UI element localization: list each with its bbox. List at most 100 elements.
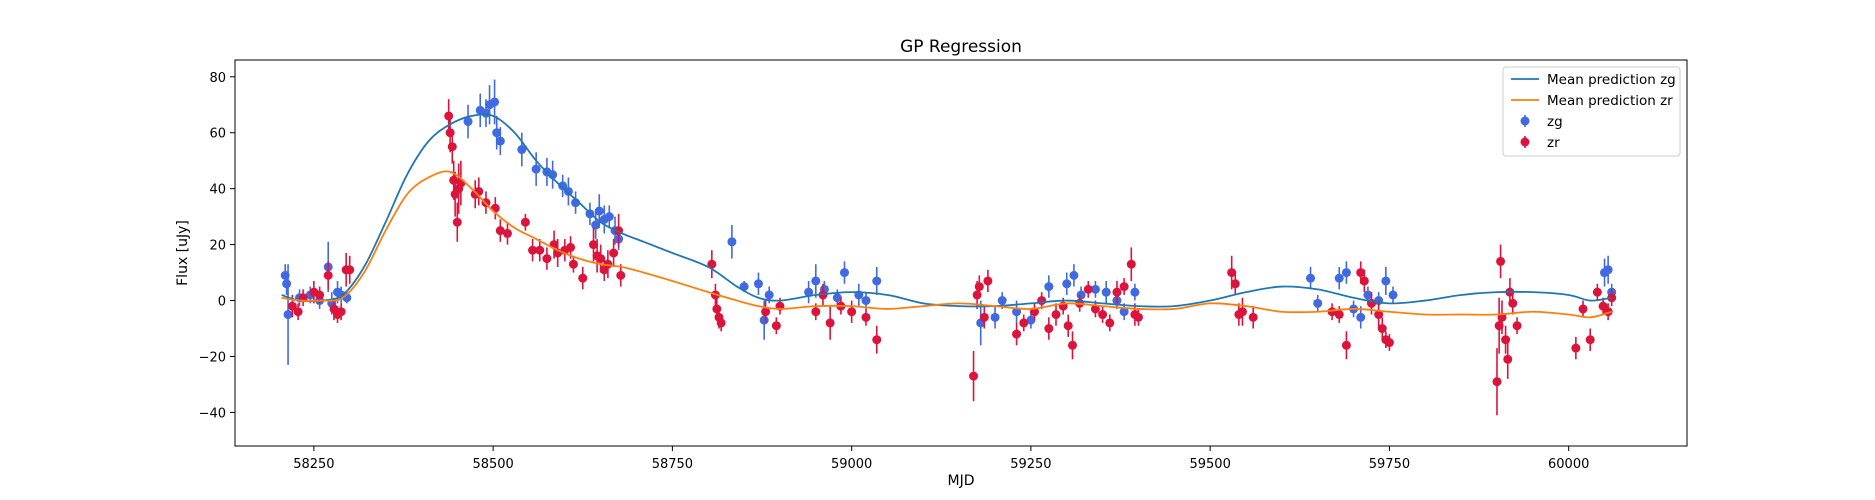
point-zg-62	[1341, 268, 1351, 278]
point-zg-44	[872, 276, 882, 286]
point-zr-71	[1067, 340, 1077, 350]
point-zr-63	[1012, 329, 1022, 339]
x-tick-label-58500: 58500	[472, 457, 513, 472]
point-zr-10	[345, 265, 355, 275]
point-zr-27	[535, 245, 545, 255]
point-zr-1	[293, 307, 303, 317]
point-zr-32	[566, 242, 576, 252]
point-zg-15	[490, 97, 500, 107]
point-zr-28	[542, 254, 552, 264]
point-zg-46	[990, 312, 1000, 322]
y-tick-label--20: −20	[199, 350, 226, 365]
point-zg-51	[1062, 279, 1072, 289]
plot-frame	[234, 59, 1688, 447]
point-zg-53	[1076, 290, 1086, 300]
point-zr-78	[1119, 282, 1129, 292]
point-zr-68	[1051, 310, 1061, 320]
point-zg-35	[759, 315, 769, 325]
point-zg-65	[1363, 290, 1373, 300]
point-zr-49	[771, 321, 781, 331]
point-zg-54	[1090, 284, 1100, 294]
point-zr-83	[1230, 279, 1240, 289]
point-zr-4	[315, 290, 325, 300]
x-tick-label-59750: 59750	[1369, 457, 1410, 472]
point-zr-23	[495, 226, 505, 236]
legend-label-mean-prediction-zg: Mean prediction zg	[1547, 72, 1676, 88]
y-tick-label-0: 0	[218, 295, 226, 310]
x-tick-label-60000: 60000	[1548, 457, 1589, 472]
x-tick-label-58750: 58750	[652, 457, 693, 472]
point-zr-81	[1133, 312, 1143, 322]
y-tick-label--40: −40	[199, 406, 226, 421]
point-zg-70	[1603, 265, 1613, 275]
point-zr-107	[1578, 304, 1588, 314]
x-tick-label-59500: 59500	[1189, 457, 1230, 472]
point-zr-22	[490, 203, 500, 213]
point-zr-0	[287, 301, 297, 311]
point-zr-62	[983, 276, 993, 286]
line-mean-prediction-zg	[281, 113, 1612, 308]
point-zr-66	[1037, 296, 1047, 306]
point-zr-56	[861, 312, 871, 322]
legend: Mean prediction zg Mean prediction zr zg zr	[1502, 66, 1681, 157]
point-zg-18	[517, 145, 527, 155]
point-zr-18	[456, 178, 466, 188]
point-zr-94	[1377, 324, 1387, 334]
point-zr-40	[609, 248, 619, 258]
point-zg-40	[832, 293, 842, 303]
point-zg-27	[594, 206, 604, 216]
point-zr-8	[336, 307, 346, 317]
legend-label-zr: zr	[1547, 135, 1560, 151]
point-zr-85	[1237, 307, 1247, 317]
point-zr-67	[1044, 324, 1054, 334]
point-zr-101	[1501, 335, 1511, 345]
point-zg-38	[811, 276, 821, 286]
point-zg-52	[1069, 270, 1079, 280]
point-zg-67	[1381, 276, 1391, 286]
point-zr-91	[1359, 276, 1369, 286]
point-zr-93	[1374, 310, 1384, 320]
point-zr-33	[568, 259, 578, 269]
point-zr-70	[1063, 321, 1073, 331]
point-zr-57	[872, 335, 882, 345]
point-zr-106	[1571, 343, 1581, 353]
point-zr-24	[502, 228, 512, 238]
point-zg-34	[753, 279, 763, 289]
point-zg-37	[804, 287, 814, 297]
point-zr-109	[1592, 287, 1602, 297]
point-zg-17	[495, 136, 505, 146]
point-zr-77	[1112, 287, 1122, 297]
series-zg	[280, 79, 1617, 365]
point-zr-104	[1508, 298, 1518, 308]
point-zr-34	[578, 273, 588, 283]
point-zr-76	[1105, 318, 1115, 328]
point-zg-2	[283, 310, 293, 320]
point-zr-79	[1126, 259, 1136, 269]
point-zr-61	[979, 312, 989, 322]
point-zr-89	[1341, 340, 1351, 350]
y-tick-label-60: 60	[209, 127, 226, 142]
point-zg-59	[1306, 273, 1316, 283]
point-zr-16	[452, 217, 462, 227]
point-zr-35	[589, 240, 599, 250]
point-zr-5	[323, 270, 333, 280]
point-zg-19	[531, 164, 541, 174]
series-zr	[287, 99, 1617, 416]
legend-swatch-zg	[1520, 116, 1530, 126]
point-zr-13	[447, 142, 457, 152]
point-zr-108	[1585, 335, 1595, 345]
point-zr-64	[1019, 318, 1029, 328]
point-zr-55	[847, 307, 857, 317]
point-zg-61	[1334, 273, 1344, 283]
point-zr-39	[603, 259, 613, 269]
point-zg-55	[1101, 287, 1111, 297]
point-zg-58	[1130, 287, 1140, 297]
x-tick-label-59000: 59000	[831, 457, 872, 472]
y-axis: −40 −20 0 20 40 60 80	[199, 71, 235, 421]
y-tick-label-40: 40	[209, 183, 226, 198]
point-zr-59	[972, 290, 982, 300]
point-zr-37	[596, 254, 606, 264]
line-mean-prediction-zr	[281, 170, 1612, 319]
point-zg-68	[1388, 290, 1398, 300]
